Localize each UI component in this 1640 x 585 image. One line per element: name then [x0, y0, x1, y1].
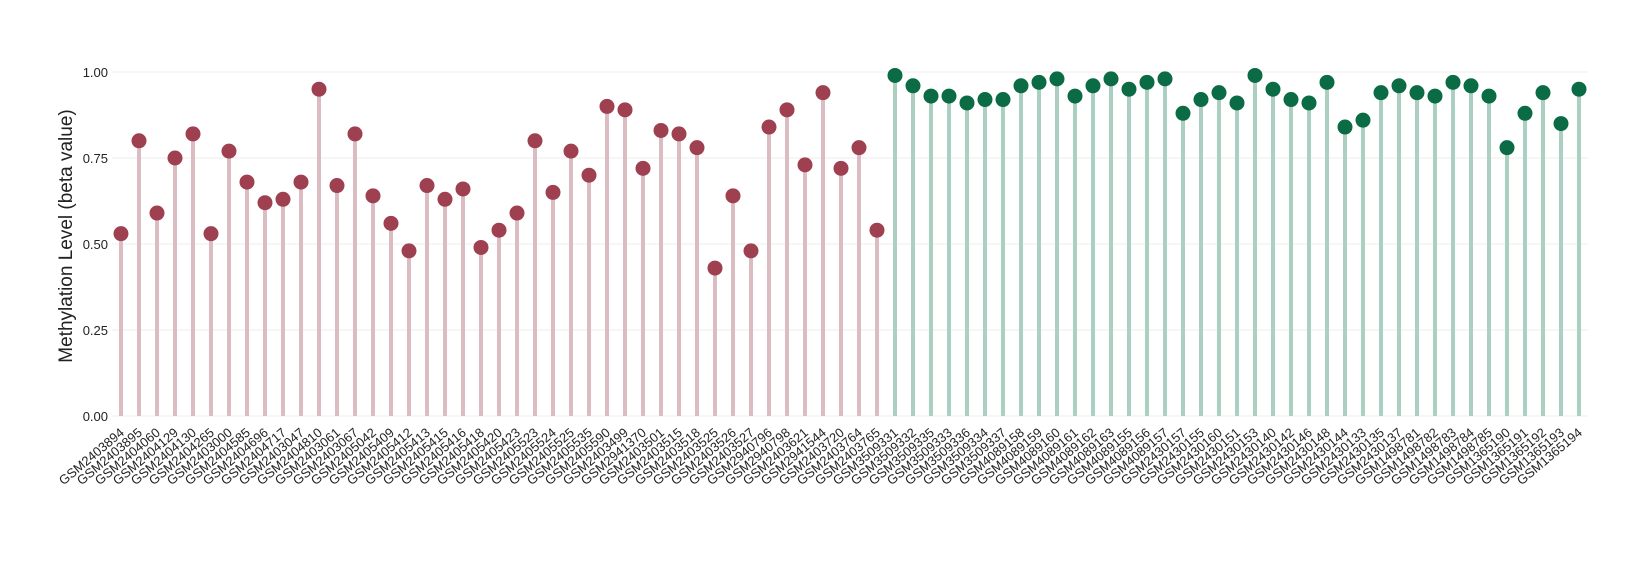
dot — [1571, 81, 1587, 97]
dot — [347, 126, 363, 142]
dot — [167, 150, 183, 166]
y-tick-label: 0.50 — [83, 237, 108, 252]
dot — [1355, 112, 1371, 128]
dot — [185, 126, 201, 142]
dot — [545, 184, 561, 200]
dot — [905, 78, 921, 94]
dot — [113, 226, 129, 242]
dot — [257, 195, 273, 211]
dot — [437, 191, 453, 207]
dot — [365, 188, 381, 204]
dot — [275, 191, 291, 207]
dot — [1499, 140, 1515, 156]
dot — [1103, 71, 1119, 87]
y-axis-label: Methylation Level (beta value) — [56, 109, 77, 362]
dot — [815, 85, 831, 101]
dot — [887, 67, 903, 83]
dot — [869, 222, 885, 238]
dot — [527, 133, 543, 149]
dot — [743, 243, 759, 259]
dot — [1247, 67, 1263, 83]
dot — [581, 167, 597, 183]
dot — [1427, 88, 1443, 104]
dot — [1535, 85, 1551, 101]
dot — [617, 102, 633, 118]
dot — [1265, 81, 1281, 97]
dot — [149, 205, 165, 221]
dot — [1553, 116, 1569, 132]
dot — [671, 126, 687, 142]
dot — [383, 215, 399, 231]
dot — [1049, 71, 1065, 87]
dot — [1373, 85, 1389, 101]
dot — [1175, 105, 1191, 121]
dot — [1391, 78, 1407, 94]
dot — [635, 160, 651, 176]
dot — [509, 205, 525, 221]
dot — [419, 178, 435, 194]
dot — [797, 157, 813, 173]
dot — [131, 133, 147, 149]
dot — [1229, 95, 1245, 111]
dot — [1337, 119, 1353, 135]
dot — [1481, 88, 1497, 104]
dot — [851, 140, 867, 156]
y-tick-label: 1.00 — [83, 65, 108, 80]
dot — [473, 239, 489, 255]
dot — [563, 143, 579, 159]
dot — [1031, 74, 1047, 90]
dot — [1301, 95, 1317, 111]
dot — [239, 174, 255, 190]
dot — [689, 140, 705, 156]
dot — [329, 178, 345, 194]
dot — [653, 122, 669, 138]
dot — [1211, 85, 1227, 101]
dot — [707, 260, 723, 276]
dot — [1445, 74, 1461, 90]
dot — [761, 119, 777, 135]
dot — [221, 143, 237, 159]
y-tick-label: 0.25 — [83, 323, 108, 338]
dot — [1157, 71, 1173, 87]
dot — [203, 226, 219, 242]
dot — [923, 88, 939, 104]
dot — [293, 174, 309, 190]
dot — [1121, 81, 1137, 97]
dot — [1139, 74, 1155, 90]
y-tick-label: 0.75 — [83, 151, 108, 166]
dot — [455, 181, 471, 197]
dot — [1409, 85, 1425, 101]
dot — [599, 98, 615, 114]
dot — [401, 243, 417, 259]
dot — [1283, 92, 1299, 108]
y-tick-label: 0.00 — [83, 409, 108, 424]
dot — [1067, 88, 1083, 104]
dot — [833, 160, 849, 176]
dot — [995, 92, 1011, 108]
dot — [1013, 78, 1029, 94]
dot — [977, 92, 993, 108]
dot — [725, 188, 741, 204]
dot — [1085, 78, 1101, 94]
dot — [311, 81, 327, 97]
dot — [779, 102, 795, 118]
dot — [941, 88, 957, 104]
dot — [1193, 92, 1209, 108]
dot — [1319, 74, 1335, 90]
dot — [491, 222, 507, 238]
dot — [1517, 105, 1533, 121]
dot — [959, 95, 975, 111]
dot — [1463, 78, 1479, 94]
